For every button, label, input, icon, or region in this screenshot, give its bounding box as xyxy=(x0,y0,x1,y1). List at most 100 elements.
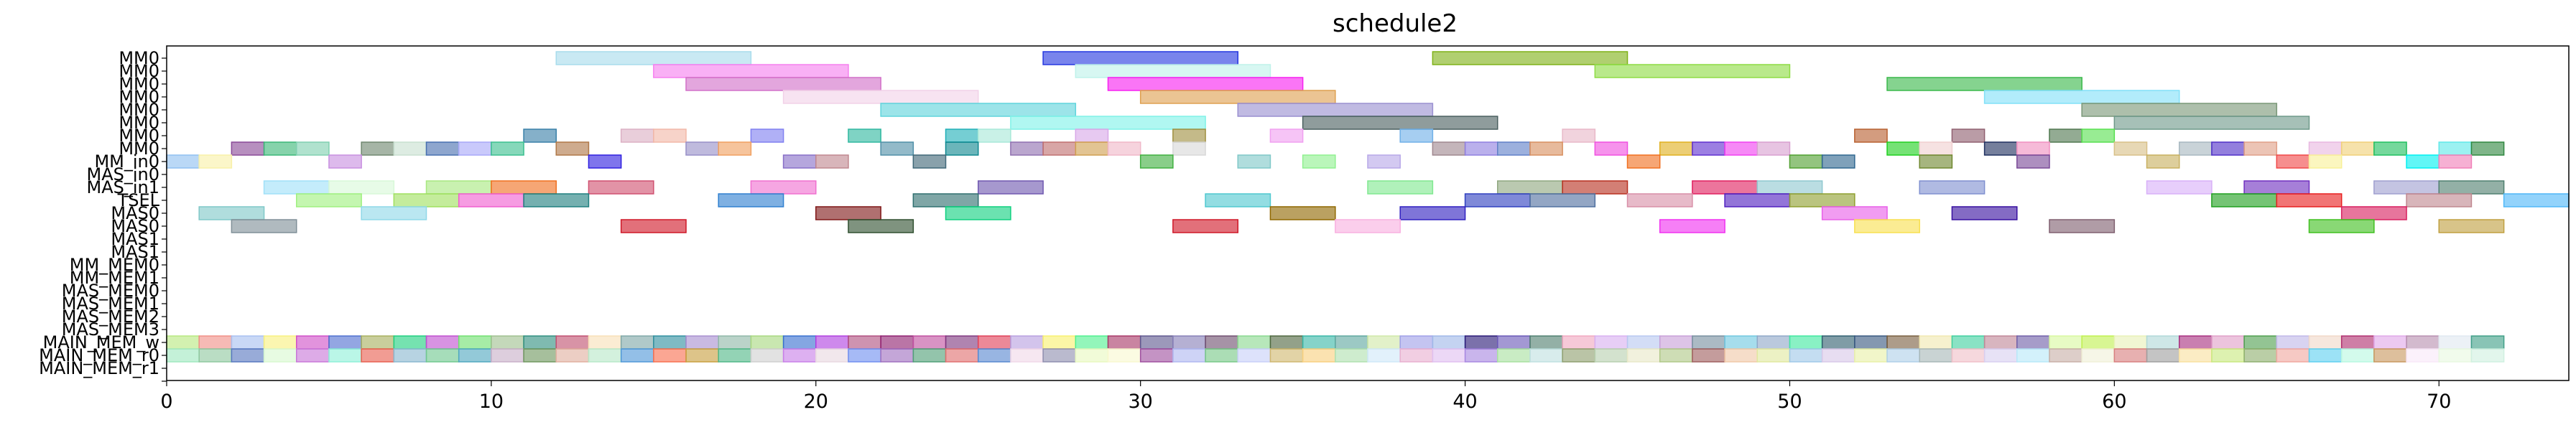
task-bar-222 xyxy=(263,348,297,363)
task-bar-82 xyxy=(1237,154,1271,169)
task-bar-104 xyxy=(1562,180,1628,195)
task-bar-265 xyxy=(1659,348,1693,363)
task-bar-42 xyxy=(555,141,590,156)
task-bar-47 xyxy=(1010,141,1044,156)
y-tick-label-12: MAS0 xyxy=(111,203,159,223)
task-bar-156 xyxy=(458,335,492,350)
task-bar-117 xyxy=(912,193,979,207)
task-bar-126 xyxy=(2406,193,2473,207)
task-bar-34 xyxy=(231,141,265,156)
task-bar-92 xyxy=(2308,154,2343,169)
task-bar-231 xyxy=(555,348,590,363)
task-bar-88 xyxy=(1919,154,1953,169)
x-tick-label-5: 50 xyxy=(1777,391,1802,413)
task-bar-245 xyxy=(1010,348,1044,363)
task-bar-56 xyxy=(1594,141,1628,156)
task-bar-80 xyxy=(912,154,947,169)
task-bar-227 xyxy=(425,348,460,363)
task-bar-232 xyxy=(588,348,622,363)
task-bar-150 xyxy=(263,335,297,350)
y-tick-label-17: MM_MEM1 xyxy=(70,268,159,288)
task-bar-281 xyxy=(2178,348,2213,363)
task-bar-183 xyxy=(1335,335,1368,350)
y-tick-label-19: MAS_MEM1 xyxy=(62,294,159,314)
task-bar-203 xyxy=(1983,335,2018,350)
task-bar-161 xyxy=(620,335,654,350)
task-bar-147 xyxy=(166,335,200,350)
y-tick-label-14: MAS1 xyxy=(111,229,159,249)
task-bar-272 xyxy=(1886,348,1920,363)
task-bar-37 xyxy=(361,141,395,156)
task-bar-84 xyxy=(1367,154,1401,169)
task-bar-155 xyxy=(425,335,460,350)
y-tick-label-8: MM_in0 xyxy=(94,151,159,172)
task-bar-78 xyxy=(782,154,817,169)
task-bar-259 xyxy=(1464,348,1498,363)
task-bar-86 xyxy=(1789,154,1823,169)
task-bar-191 xyxy=(1594,335,1628,350)
task-bar-64 xyxy=(2016,141,2050,156)
task-bar-152 xyxy=(328,335,362,350)
task-bar-254 xyxy=(1302,348,1336,363)
task-bar-193 xyxy=(1659,335,1693,350)
task-bar-68 xyxy=(2243,141,2278,156)
task-bar-207 xyxy=(2113,335,2148,350)
task-bar-241 xyxy=(880,348,914,363)
task-bar-251 xyxy=(1205,348,1238,363)
task-bar-242 xyxy=(912,348,947,363)
task-bar-6 xyxy=(685,77,881,91)
task-bar-139 xyxy=(848,219,914,233)
task-bar-51 xyxy=(1172,141,1206,156)
task-bar-111 xyxy=(2438,180,2505,195)
y-tick-label-10: MAS_in1 xyxy=(86,177,159,197)
task-bar-79 xyxy=(815,154,849,169)
task-bar-284 xyxy=(2276,348,2310,363)
task-bar-48 xyxy=(1042,141,1077,156)
task-bar-188 xyxy=(1497,335,1531,350)
task-bar-134 xyxy=(1821,206,1888,220)
task-bar-276 xyxy=(2016,348,2050,363)
task-bar-49 xyxy=(1075,141,1109,156)
y-tick-label-24: MAIN_MEM_r1 xyxy=(39,358,159,378)
task-bar-91 xyxy=(2276,154,2310,169)
task-bar-229 xyxy=(491,348,524,363)
task-bar-267 xyxy=(1724,348,1759,363)
task-bar-87 xyxy=(1821,154,1855,169)
task-bar-5 xyxy=(1594,64,1791,78)
task-bar-27 xyxy=(1269,129,1304,143)
task-bar-108 xyxy=(2146,180,2213,195)
task-bar-211 xyxy=(2243,335,2278,350)
task-bar-114 xyxy=(458,193,524,207)
task-bar-175 xyxy=(1075,335,1109,350)
task-bar-289 xyxy=(2438,348,2473,363)
task-bar-264 xyxy=(1626,348,1661,363)
task-bar-28 xyxy=(1399,129,1434,143)
task-bar-178 xyxy=(1172,335,1206,350)
task-bar-45 xyxy=(880,141,914,156)
task-bar-93 xyxy=(2406,154,2440,169)
task-bar-200 xyxy=(1886,335,1920,350)
task-bar-163 xyxy=(685,335,719,350)
task-bar-228 xyxy=(458,348,492,363)
task-bar-140 xyxy=(1172,219,1238,233)
task-bar-194 xyxy=(1692,335,1725,350)
task-bar-204 xyxy=(2016,335,2050,350)
task-bar-243 xyxy=(945,348,979,363)
task-bar-239 xyxy=(815,348,849,363)
task-bar-77 xyxy=(588,154,622,169)
y-tick-label-2: MM0 xyxy=(119,74,159,94)
task-bar-44 xyxy=(718,141,752,156)
y-tick-label-5: MM0 xyxy=(119,113,159,133)
task-bar-271 xyxy=(1854,348,1888,363)
task-bar-186 xyxy=(1432,335,1466,350)
task-bar-246 xyxy=(1042,348,1077,363)
task-bar-21 xyxy=(750,129,784,143)
task-bar-25 xyxy=(1075,129,1109,143)
task-bar-16 xyxy=(1302,116,1498,130)
y-tick-label-4: MM0 xyxy=(119,100,159,120)
task-bar-130 xyxy=(815,206,881,220)
task-bar-74 xyxy=(166,154,200,169)
task-bar-94 xyxy=(2438,154,2473,169)
task-bar-38 xyxy=(393,141,427,156)
task-bar-142 xyxy=(1659,219,1725,233)
